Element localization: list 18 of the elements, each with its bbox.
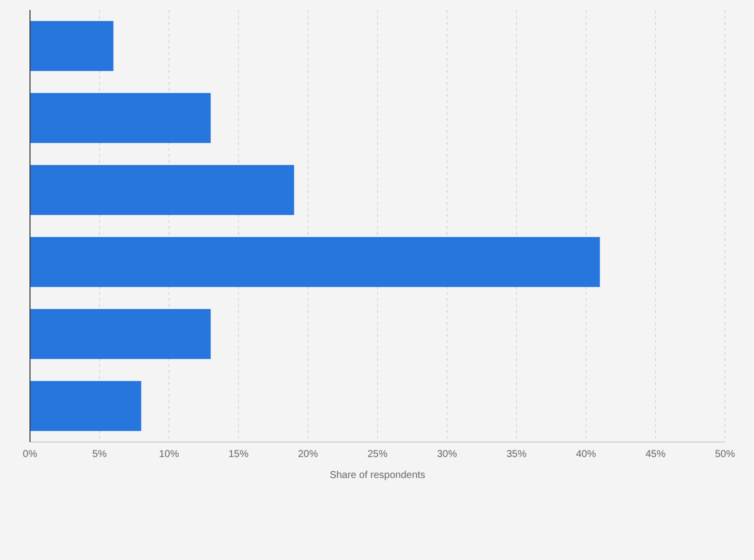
x-tick-label: 30% (436, 449, 458, 460)
x-tick-label: 25% (367, 449, 388, 460)
x-tick-label: 35% (506, 449, 527, 460)
bar (30, 381, 142, 431)
x-tick-label: 10% (158, 449, 180, 460)
x-tick-label: 45% (645, 449, 666, 460)
x-tick-label: 20% (298, 449, 318, 460)
x-tick-label: 0% (22, 449, 38, 460)
x-tick-label: 15% (228, 449, 249, 460)
x-tick-label: 40% (576, 449, 596, 460)
x-tick-label: 50% (714, 449, 736, 460)
bar (30, 93, 211, 143)
bar (30, 21, 114, 71)
bar (30, 165, 294, 215)
x-tick-label: 5% (92, 449, 107, 460)
bar (30, 237, 600, 287)
bar (30, 309, 211, 359)
x-axis-title: Share of respondents (330, 470, 426, 481)
